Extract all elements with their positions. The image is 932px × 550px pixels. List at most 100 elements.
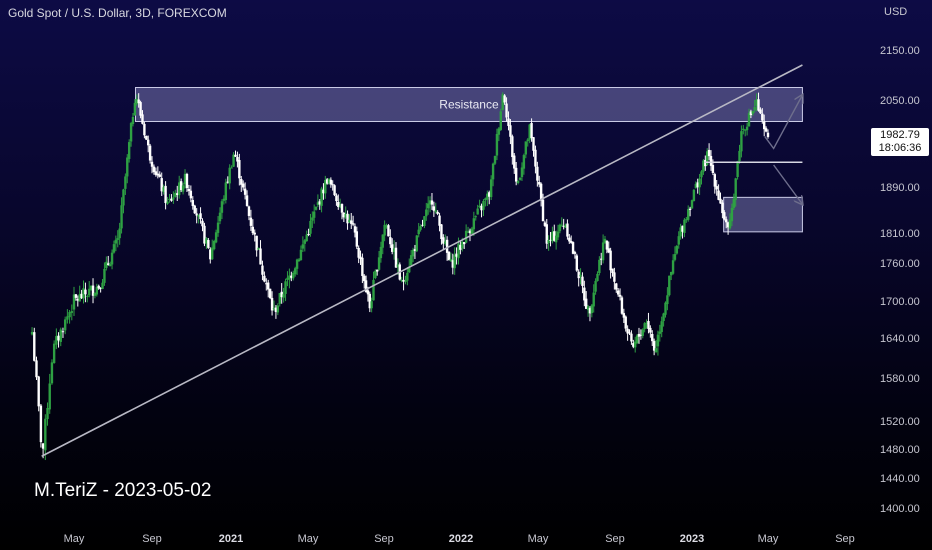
candle-body bbox=[110, 252, 114, 265]
candle-body bbox=[728, 219, 732, 229]
candle-body bbox=[381, 234, 384, 248]
candle-body bbox=[457, 243, 460, 259]
candle-body bbox=[305, 234, 308, 242]
candle-body bbox=[524, 141, 528, 155]
candle-body bbox=[257, 247, 260, 250]
candle-body bbox=[228, 167, 231, 184]
candle-body bbox=[185, 173, 189, 189]
candle-body bbox=[127, 142, 131, 159]
candle-body bbox=[50, 362, 54, 384]
candle-body bbox=[536, 166, 539, 181]
candle-body bbox=[293, 268, 297, 275]
candle-body bbox=[376, 269, 379, 272]
candle-body bbox=[476, 208, 479, 215]
candle-body bbox=[522, 155, 526, 169]
y-tick-label: 1520.00 bbox=[880, 416, 920, 428]
candle-body bbox=[333, 185, 336, 196]
candle-body bbox=[394, 247, 398, 268]
candle-body bbox=[84, 289, 87, 295]
candle-body bbox=[571, 242, 575, 254]
candle-body bbox=[253, 232, 256, 235]
candle-body bbox=[337, 201, 340, 208]
y-tick-label: 1440.00 bbox=[880, 473, 920, 485]
candle-body bbox=[391, 244, 394, 252]
candle-body bbox=[276, 305, 280, 313]
candle-body bbox=[234, 154, 237, 157]
candle-body bbox=[309, 220, 312, 234]
candle-body bbox=[263, 275, 266, 282]
candle-body bbox=[526, 139, 529, 142]
candle-body bbox=[124, 176, 127, 189]
candle-body bbox=[482, 201, 485, 210]
candle-body bbox=[553, 231, 556, 241]
candle-body bbox=[583, 287, 586, 301]
candle-body bbox=[702, 160, 705, 172]
candle-body bbox=[108, 264, 112, 267]
candle-body bbox=[723, 212, 726, 220]
candle-body bbox=[160, 178, 163, 192]
candle-body bbox=[187, 189, 191, 192]
candle-body bbox=[259, 248, 262, 265]
candle-body bbox=[732, 199, 735, 208]
candle-body bbox=[201, 220, 204, 227]
candle-body bbox=[329, 179, 333, 185]
candle-body bbox=[355, 231, 359, 247]
resistance-zone[interactable] bbox=[135, 87, 803, 122]
candle-body bbox=[709, 155, 713, 166]
candle-body bbox=[700, 171, 703, 178]
candle-body bbox=[240, 178, 243, 185]
chart-title: Gold Spot / U.S. Dollar, 3D, FOREXCOM bbox=[8, 6, 227, 20]
candle-body bbox=[290, 275, 293, 278]
candle-body bbox=[351, 223, 355, 225]
candle-body bbox=[560, 224, 563, 226]
candle-body bbox=[243, 188, 247, 195]
candle-body bbox=[172, 197, 175, 200]
candle-body bbox=[158, 174, 161, 177]
candle-body bbox=[755, 99, 758, 106]
candle-body bbox=[346, 213, 349, 224]
candle-body bbox=[314, 206, 318, 210]
projection-arrow-2[interactable] bbox=[773, 164, 803, 204]
candle-body bbox=[575, 255, 579, 271]
candle-body bbox=[694, 183, 697, 189]
candle-body bbox=[419, 226, 422, 230]
candle-body bbox=[396, 264, 400, 267]
candle-body bbox=[459, 245, 462, 250]
candle-body bbox=[44, 418, 47, 451]
candle-body bbox=[586, 306, 590, 311]
candle-body bbox=[725, 219, 728, 223]
candle-body bbox=[594, 280, 597, 292]
projection-arrow-1[interactable] bbox=[764, 95, 803, 150]
candle-body bbox=[426, 203, 430, 209]
candle-body bbox=[442, 237, 445, 244]
candle-body bbox=[461, 241, 464, 249]
support-zone[interactable] bbox=[723, 196, 803, 233]
candle-body bbox=[688, 208, 692, 210]
candle-body bbox=[148, 145, 152, 161]
candle-body bbox=[222, 198, 226, 201]
candle-body bbox=[35, 360, 38, 378]
last-price-tag: 1982.79 18:06:36 bbox=[871, 128, 929, 156]
candle-body bbox=[513, 155, 516, 169]
candle-body bbox=[366, 290, 370, 295]
candle-body bbox=[78, 294, 81, 302]
candle-body bbox=[764, 128, 768, 132]
candle-body bbox=[615, 283, 618, 290]
candle-body bbox=[170, 198, 173, 201]
candle-body bbox=[569, 241, 573, 243]
candle-body bbox=[406, 272, 409, 281]
candle-body bbox=[635, 335, 639, 344]
trendline[interactable] bbox=[41, 64, 803, 457]
candle-body bbox=[747, 113, 751, 127]
candle-body bbox=[63, 319, 67, 331]
candle-body bbox=[562, 225, 565, 227]
candle-body bbox=[520, 167, 524, 178]
x-tick-label: 2022 bbox=[449, 533, 473, 545]
candle-body bbox=[80, 293, 83, 299]
candle-body bbox=[630, 333, 633, 342]
candle-body bbox=[447, 251, 451, 261]
candle-body bbox=[299, 249, 303, 261]
candle-body bbox=[514, 167, 518, 182]
